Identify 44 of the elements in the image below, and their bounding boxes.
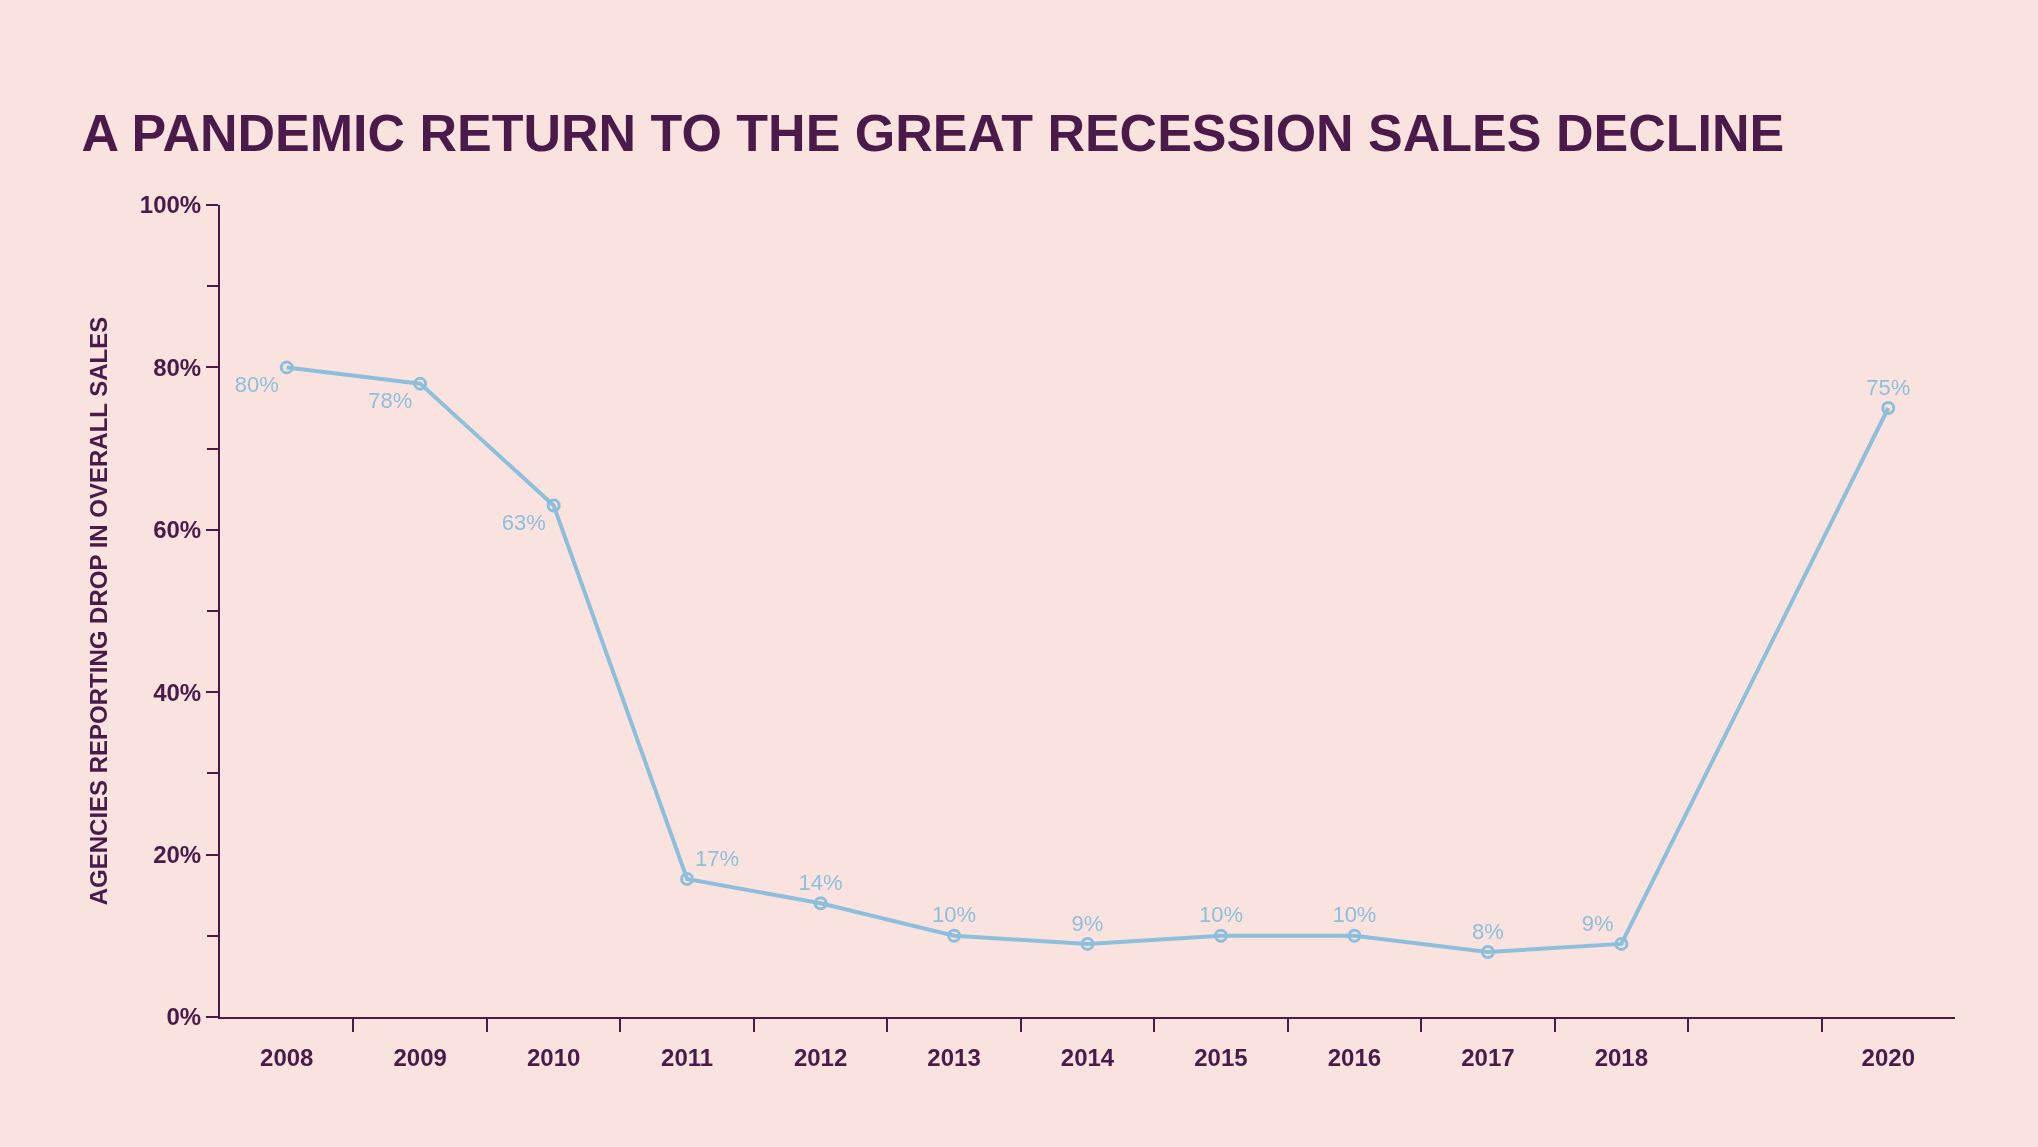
x-tick-label: 2011: [661, 1043, 714, 1071]
data-label: 10%: [1332, 902, 1377, 928]
x-tick-label: 2012: [793, 1043, 848, 1071]
x-tick-label: 2016: [1327, 1043, 1382, 1071]
point: [1347, 928, 1362, 943]
chart-title: A PANDEMIC RETURN TO THE GREAT RECESSION SALES DECLINE: [81, 104, 1785, 163]
x-tick-label: 2008: [260, 1043, 314, 1071]
data-label: 14%: [798, 869, 843, 895]
data-label: 63%: [501, 509, 546, 535]
x-tick-label: 2015: [1194, 1043, 1248, 1071]
point: [1213, 928, 1228, 943]
data-label: 9%: [1071, 910, 1104, 936]
x-tick-label: 2014: [1060, 1043, 1115, 1071]
point: [680, 871, 695, 886]
point: [813, 896, 828, 911]
data-label: 80%: [234, 371, 279, 397]
y-tick-label: 80%: [153, 353, 202, 381]
y-tick-label: 40%: [153, 678, 202, 706]
data-label: 9%: [1581, 910, 1614, 936]
x-tick-label: 2020: [1861, 1043, 1915, 1071]
data-label: 78%: [368, 388, 413, 414]
data-label: 10%: [1198, 902, 1243, 928]
y-tick-label: 100%: [139, 191, 202, 219]
data-label: 8%: [1471, 918, 1504, 944]
x-tick-label: 2018: [1594, 1043, 1649, 1071]
y-tick-label: 0%: [166, 1003, 202, 1031]
point: [546, 498, 561, 513]
y-tick-label: 60%: [153, 516, 202, 544]
point: [1881, 401, 1896, 415]
y-axis-title: AGENCIES REPORTING DROP IN OVERALL SALES: [85, 316, 113, 906]
x-tick-label: 2010: [526, 1043, 581, 1071]
point: [1614, 936, 1629, 951]
x-tick-label: 2017: [1461, 1043, 1515, 1071]
data-label: 10%: [932, 902, 977, 928]
x-tick-label: 2009: [393, 1043, 447, 1071]
y-tick-label: 20%: [153, 841, 202, 868]
point: [1480, 945, 1495, 960]
point: [279, 360, 294, 375]
point: [1080, 936, 1095, 951]
data-label: 75%: [1866, 374, 1911, 400]
data-label: 17%: [694, 845, 740, 871]
point: [413, 376, 428, 391]
point: [947, 928, 962, 943]
x-tick-label: 2013: [927, 1043, 981, 1071]
